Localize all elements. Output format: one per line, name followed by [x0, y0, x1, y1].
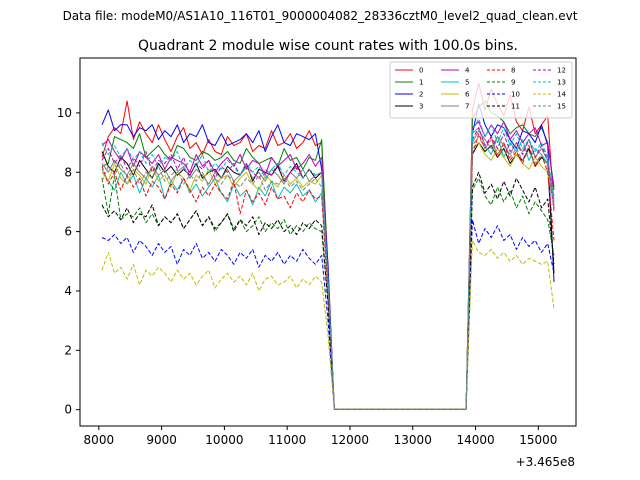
x-axis: 8000 9000 10000 11000 12000 13000 14000 15000	[84, 426, 557, 447]
series-line-10	[101, 219, 555, 410]
series-line-3	[101, 142, 555, 410]
x-offset-label: +3.465e8	[516, 455, 575, 469]
legend-label-14: 14	[557, 91, 566, 99]
legend-box	[389, 61, 573, 119]
legend-label-4: 4	[465, 67, 470, 75]
series-line-13	[101, 118, 555, 410]
series-line-12	[101, 127, 555, 410]
legend-label-6: 6	[465, 91, 470, 99]
legend-label-15: 15	[557, 103, 566, 111]
legend-label-7: 7	[465, 103, 469, 111]
plot-background	[80, 58, 576, 426]
data-file-caption: Data file: modeM0/AS1A10_116T01_90000040…	[63, 9, 578, 23]
x-tick-label: 13000	[394, 433, 432, 447]
x-tick-label: 11000	[268, 433, 306, 447]
legend-label-11: 11	[511, 103, 520, 111]
plot-frame	[79, 57, 577, 427]
series-line-7	[101, 130, 555, 410]
legend-label-1: 1	[419, 79, 423, 87]
y-axis: 0 2 4 6 8 10	[57, 106, 80, 417]
y-tick-label: 10	[57, 106, 72, 120]
legend-label-3: 3	[419, 103, 423, 111]
x-tick-label: 12000	[331, 433, 369, 447]
y-tick-label: 4	[64, 284, 72, 298]
legend-label-5: 5	[465, 79, 469, 87]
x-tick-label: 15000	[519, 433, 557, 447]
y-tick-label: 0	[64, 403, 72, 417]
legend-label-2: 2	[419, 91, 423, 99]
legend-label-8: 8	[511, 67, 515, 75]
plot-area	[79, 57, 577, 427]
legend-label-13: 13	[557, 79, 566, 87]
series-line-14	[101, 240, 555, 410]
legend-label-12: 12	[557, 67, 566, 75]
x-tick-label: 10000	[205, 433, 243, 447]
series-line-9	[101, 174, 555, 410]
y-tick-label: 6	[64, 225, 72, 239]
series-line-15	[101, 136, 555, 410]
legend-label-0: 0	[419, 67, 423, 75]
x-tick-label: 9000	[146, 433, 177, 447]
series-line-2	[101, 103, 555, 410]
legend-label-9: 9	[511, 79, 515, 87]
series-line-11	[101, 171, 555, 410]
series-line-8	[101, 133, 555, 410]
legend-label-10: 10	[511, 91, 520, 99]
y-tick-label: 8	[64, 165, 72, 179]
series-layer	[101, 82, 555, 410]
x-tick-label: 8000	[84, 433, 115, 447]
chart-title: Quadrant 2 module wise count rates with …	[138, 38, 518, 54]
y-tick-label: 2	[64, 343, 72, 357]
x-tick-label: 14000	[456, 433, 494, 447]
